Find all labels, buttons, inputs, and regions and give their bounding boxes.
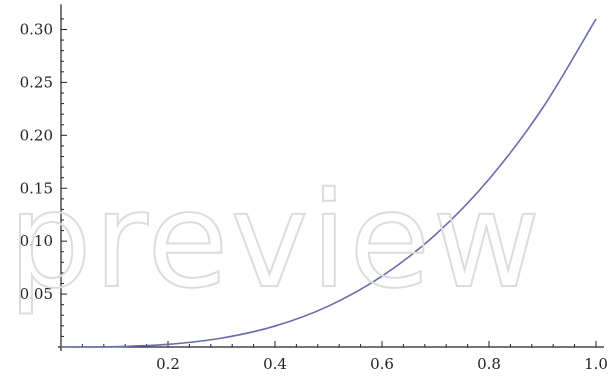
y-tick-label: 0.10 [20, 232, 53, 250]
tick-labels: 0.2 0.4 0.6 0.8 1.0 0.05 0.10 0.15 0.20 0.25 0.30 [20, 21, 608, 374]
y-tick-label: 0.15 [20, 179, 53, 197]
watermark-text: preview [8, 164, 542, 318]
y-tick-label: 0.05 [20, 285, 53, 303]
y-tick-label: 0.25 [20, 73, 53, 91]
x-tick-label: 0.4 [263, 355, 287, 373]
y-tick-label: 0.20 [20, 126, 53, 144]
series-group [60, 18, 597, 348]
tick-marks [61, 18, 597, 347]
x-tick-label: 1.0 [584, 355, 608, 373]
x-tick-label: 0.8 [477, 355, 501, 373]
y-tick-label: 0.30 [20, 21, 53, 39]
x-tick-label: 0.2 [156, 355, 180, 373]
x-tick-label: 0.6 [370, 355, 394, 373]
series-line [60, 18, 597, 348]
